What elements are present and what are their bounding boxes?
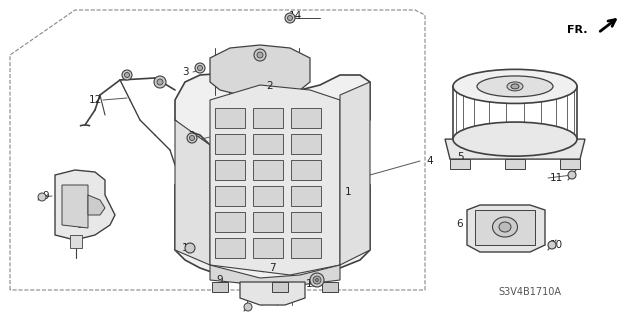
Polygon shape (175, 72, 370, 282)
Bar (215, 212, 245, 232)
Polygon shape (70, 235, 82, 248)
Polygon shape (505, 159, 525, 169)
Bar (215, 134, 245, 154)
Circle shape (157, 79, 163, 85)
Circle shape (313, 276, 321, 284)
Text: 8: 8 (77, 220, 83, 230)
Bar (215, 160, 245, 180)
Text: 2: 2 (267, 81, 273, 91)
Text: 10: 10 (181, 243, 195, 253)
Text: S3V4B1710A: S3V4B1710A (498, 287, 561, 297)
Polygon shape (175, 120, 210, 265)
Bar (253, 108, 283, 128)
Circle shape (548, 241, 556, 249)
Bar (215, 238, 245, 258)
Circle shape (195, 63, 205, 73)
Circle shape (285, 13, 295, 23)
Text: 5: 5 (457, 152, 463, 162)
Text: 12: 12 (88, 95, 102, 105)
Ellipse shape (453, 69, 577, 103)
Bar (215, 186, 245, 206)
Polygon shape (210, 85, 340, 275)
Circle shape (185, 243, 195, 253)
Bar (291, 212, 321, 232)
Text: FR.: FR. (568, 25, 588, 35)
Circle shape (287, 16, 292, 20)
Bar (253, 160, 283, 180)
Bar (291, 186, 321, 206)
Text: 9: 9 (217, 275, 223, 285)
Ellipse shape (511, 84, 519, 89)
Polygon shape (212, 282, 228, 292)
Circle shape (244, 303, 252, 311)
Text: 1: 1 (345, 187, 351, 197)
Bar (291, 160, 321, 180)
Polygon shape (62, 185, 88, 228)
Polygon shape (560, 159, 580, 169)
Text: 3: 3 (182, 67, 188, 77)
Circle shape (38, 193, 46, 201)
Polygon shape (450, 159, 470, 169)
Polygon shape (55, 170, 115, 240)
Ellipse shape (499, 222, 511, 232)
Circle shape (125, 72, 129, 78)
Polygon shape (340, 82, 370, 265)
Circle shape (568, 171, 576, 179)
Bar (475, 210, 535, 245)
Circle shape (122, 70, 132, 80)
Bar (215, 108, 245, 128)
Text: 14: 14 (289, 11, 301, 21)
Text: 4: 4 (427, 156, 433, 166)
Circle shape (254, 49, 266, 61)
Bar (291, 238, 321, 258)
Polygon shape (272, 282, 288, 292)
Polygon shape (322, 282, 338, 292)
Circle shape (257, 52, 263, 58)
Circle shape (154, 76, 166, 88)
Polygon shape (210, 45, 310, 96)
Circle shape (187, 133, 197, 143)
Circle shape (189, 136, 195, 140)
Polygon shape (240, 282, 305, 305)
Circle shape (316, 278, 319, 281)
Polygon shape (210, 265, 340, 285)
Bar (253, 212, 283, 232)
Text: 13: 13 (305, 279, 319, 289)
Polygon shape (467, 205, 545, 252)
Polygon shape (88, 195, 105, 215)
Ellipse shape (507, 82, 523, 91)
Text: 2: 2 (189, 131, 195, 141)
Ellipse shape (453, 122, 577, 156)
Circle shape (310, 273, 324, 287)
Circle shape (198, 65, 202, 70)
Bar (253, 238, 283, 258)
Text: 10: 10 (549, 240, 563, 250)
Text: 9: 9 (43, 191, 49, 201)
Bar (253, 186, 283, 206)
Text: 7: 7 (269, 263, 275, 273)
Bar (291, 134, 321, 154)
Ellipse shape (477, 76, 553, 97)
Bar (291, 108, 321, 128)
Ellipse shape (493, 217, 518, 237)
Text: 6: 6 (457, 219, 463, 229)
Bar (253, 134, 283, 154)
Text: 11: 11 (549, 173, 563, 183)
Polygon shape (445, 139, 585, 159)
